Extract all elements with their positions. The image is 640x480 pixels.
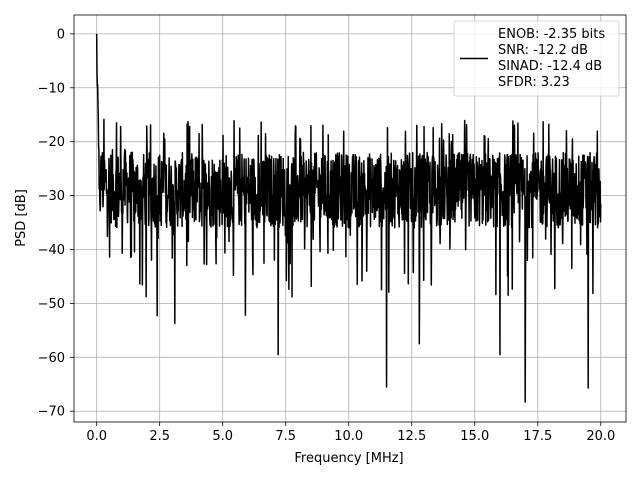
y-tick-label: 0 bbox=[57, 27, 65, 42]
x-tick-label: 12.5 bbox=[397, 429, 426, 444]
y-axis-label: PSD [dB] bbox=[14, 189, 29, 247]
x-tick-label: 5.0 bbox=[212, 429, 233, 444]
data-layer bbox=[95, 33, 602, 403]
x-tick-label: 15.0 bbox=[460, 429, 489, 444]
legend: ENOB: -2.35 bits SNR: -12.2 dB SINAD: -1… bbox=[453, 20, 620, 97]
legend-entry-snr: SNR: -12.2 dB bbox=[498, 43, 588, 58]
y-tick-label: −70 bbox=[38, 405, 65, 420]
x-tick-label: 7.5 bbox=[275, 429, 296, 444]
legend-entry-sfdr: SFDR: 3.23 bbox=[498, 75, 570, 90]
legend-box bbox=[453, 20, 620, 97]
plot-frame bbox=[73, 14, 627, 423]
psd-series-line bbox=[95, 33, 602, 403]
x-tick-label: 20.0 bbox=[586, 429, 615, 444]
y-tick-label: −40 bbox=[38, 243, 65, 258]
y-tick-label: −60 bbox=[38, 351, 65, 366]
x-tick-label: 10.0 bbox=[334, 429, 363, 444]
x-tick-label: 2.5 bbox=[149, 429, 170, 444]
legend-entry-enob: ENOB: -2.35 bits bbox=[498, 27, 605, 42]
y-ticks: 0 −10 −20 −30 −40 −50 −60 −70 bbox=[38, 27, 74, 420]
x-tick-label: 17.5 bbox=[523, 429, 552, 444]
y-tick-label: −20 bbox=[38, 135, 65, 150]
x-tick-label: 0.0 bbox=[86, 429, 107, 444]
legend-entry-sinad: SINAD: -12.4 dB bbox=[498, 59, 602, 74]
y-tick-label: −30 bbox=[38, 189, 65, 204]
x-axis-label: Frequency [MHz] bbox=[294, 451, 403, 466]
x-ticks: 0.0 2.5 5.0 7.5 10.0 12.5 15.0 17.5 20.0 bbox=[86, 422, 615, 444]
y-tick-label: −10 bbox=[38, 81, 65, 96]
y-tick-label: −50 bbox=[38, 297, 65, 312]
